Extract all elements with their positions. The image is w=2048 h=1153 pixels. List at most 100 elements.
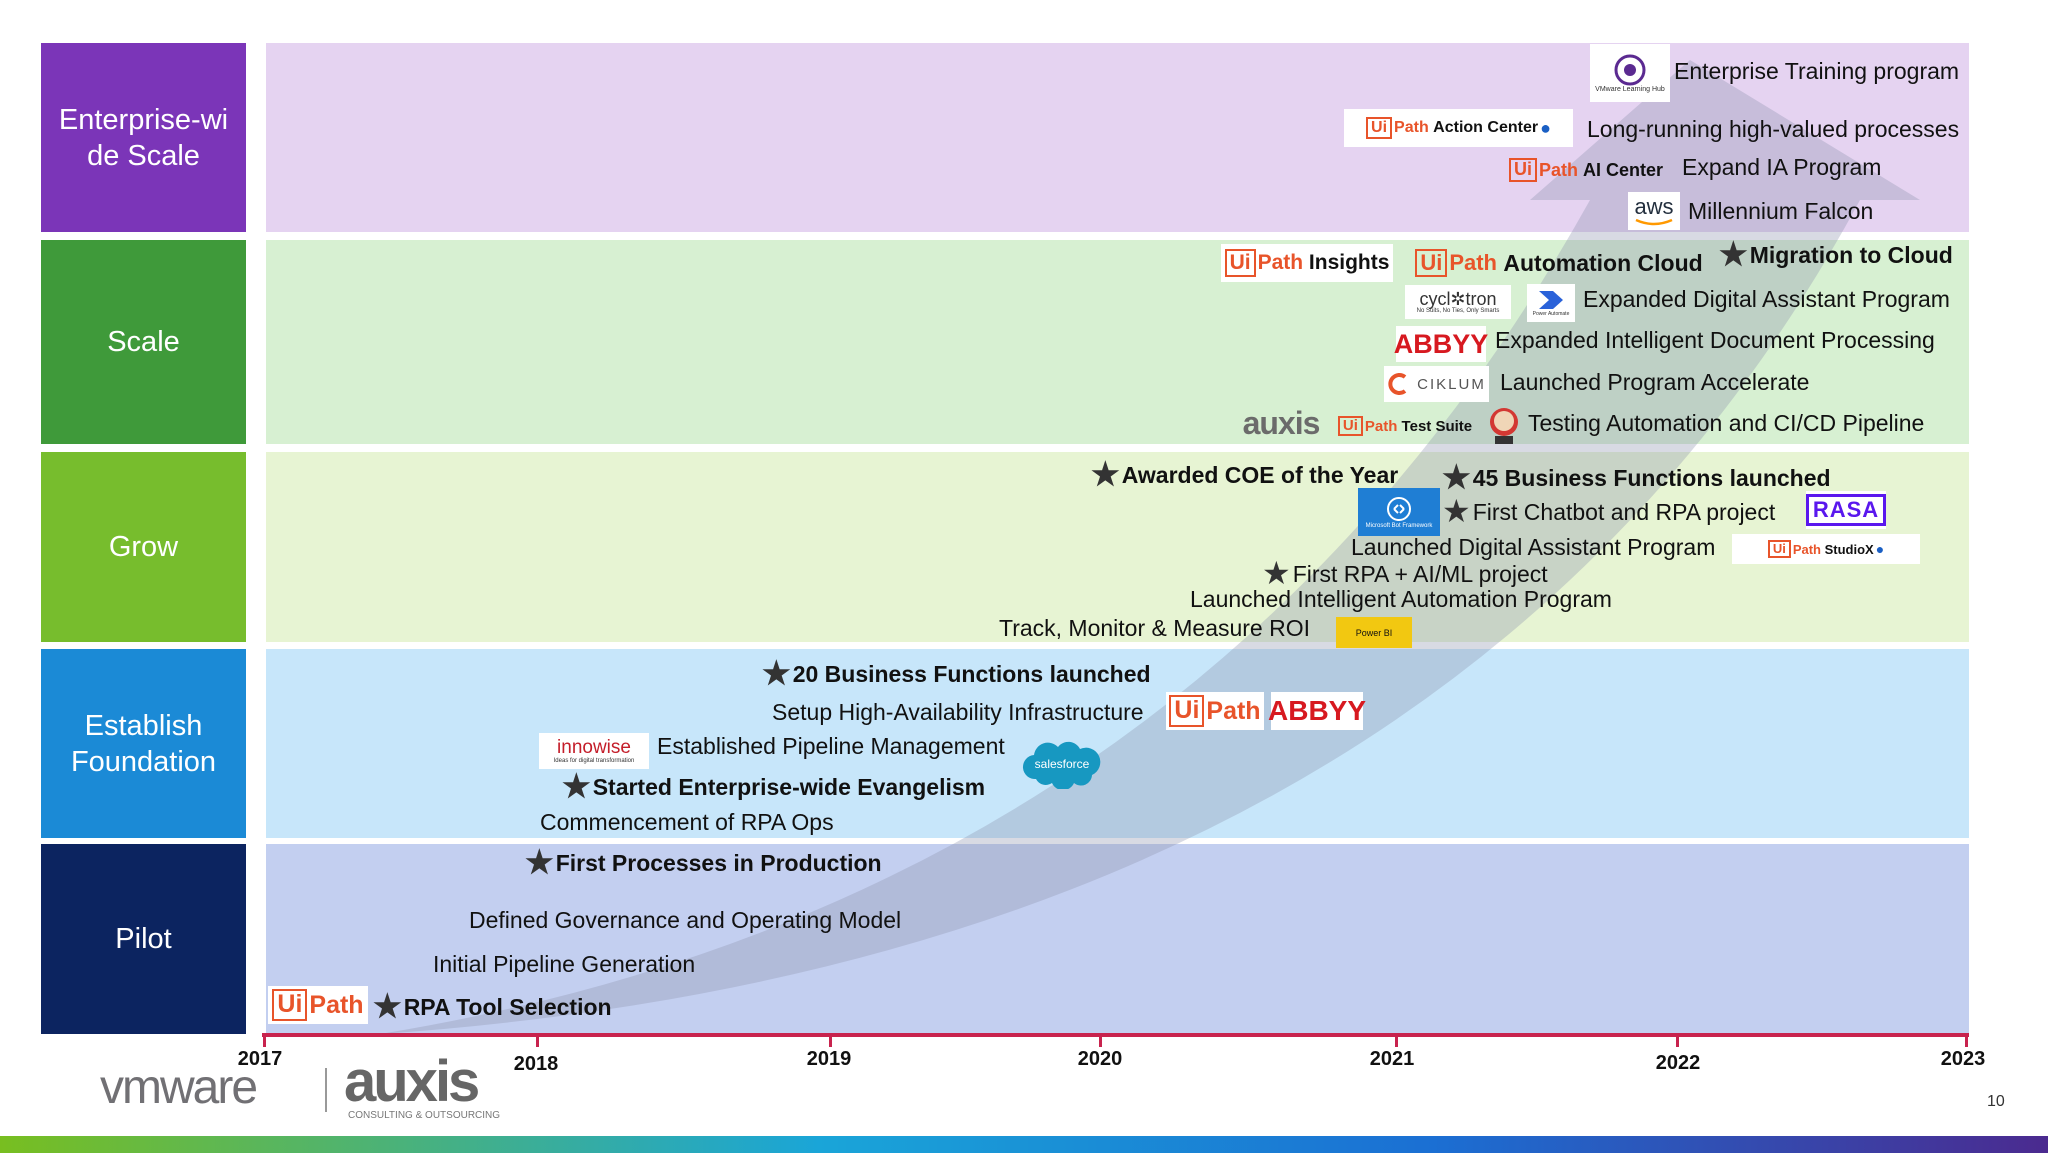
event-20-functions-text: 20 Business Functions launched — [792, 661, 1151, 687]
innowise-logo: innowise Ideas for digital transformatio… — [539, 733, 649, 769]
power-bi-word: Power BI — [1355, 627, 1393, 638]
abbyy-logo-foundation: ABBYY — [1268, 692, 1367, 730]
year-2023: 2023 — [1940, 1048, 1986, 1070]
power-automate-caption: Power Automate — [1532, 311, 1570, 317]
cyclotron-word: cycl✲tron — [1419, 289, 1497, 309]
band-enterprise — [266, 43, 1969, 232]
uipath-path-word: Path — [1792, 541, 1821, 557]
bot-framework-caption: Microsoft Bot Framework — [1365, 523, 1433, 529]
event-rpa-ops: Commencement of RPA Ops — [540, 809, 834, 835]
event-tool-selection-label: RPA Tool Selection — [403, 994, 612, 1020]
stage-pilot-label: Pilot — [41, 844, 246, 1034]
uipath-ui-mark: Ui — [272, 989, 308, 1021]
event-millennium-falcon: Millennium Falcon — [1688, 198, 1874, 224]
event-coe-award-text: Awarded COE of the Year — [1121, 462, 1399, 488]
event-expand-ia: Expand IA Program — [1682, 154, 1882, 180]
event-20-functions: ★20 Business Functions launched — [762, 657, 1151, 689]
stage-enterprise-label: Enterprise-wi de Scale — [41, 43, 246, 232]
automation-cloud-word: Automation Cloud — [1503, 249, 1703, 276]
abbyy-word: ABBYY — [1268, 695, 1367, 726]
auxis-footer-tagline: CONSULTING & OUTSOURCING — [348, 1110, 501, 1121]
event-launched-ia: Launched Intelligent Automation Program — [1190, 586, 1612, 612]
auxis-footer-word: auxis — [344, 1049, 480, 1114]
band-grow — [266, 452, 1969, 642]
event-first-aiml-text: First RPA + AI/ML project — [1292, 561, 1548, 587]
jenkins-icon — [1490, 408, 1518, 444]
aws-word: aws — [1634, 194, 1674, 219]
tick-2017 — [263, 1033, 266, 1047]
uipath-ui-mark: Ui — [1337, 415, 1363, 437]
innowise-tagline: Ideas for digital transformation — [553, 758, 635, 764]
event-45-functions-text: 45 Business Functions launched — [1472, 465, 1831, 491]
event-track-roi: Track, Monitor & Measure ROI — [999, 615, 1311, 641]
event-testing-automation: Testing Automation and CI/CD Pipeline — [1528, 410, 1925, 436]
star-icon: ★ — [1091, 456, 1120, 492]
ciklum-logo: CIKLUM — [1384, 366, 1489, 402]
robot-icon: ● — [1540, 117, 1551, 138]
uipath-ui-mark: Ui — [1767, 539, 1791, 559]
uipath-path-word: Path — [1206, 696, 1261, 725]
bot-framework-logo: Microsoft Bot Framework — [1358, 488, 1440, 536]
event-launched-da: Launched Digital Assistant Program — [1351, 534, 1716, 560]
event-tool-selection: ★UiRPA Tool Selection — [373, 990, 612, 1022]
action-center-word: Action Center — [1433, 119, 1539, 136]
insights-word: Insights — [1308, 251, 1390, 274]
event-first-processes-text: First Processes in Production — [555, 850, 882, 876]
test-suite-word: Test Suite — [1401, 417, 1473, 435]
uipath-ui-mark: Ui — [1224, 249, 1256, 277]
rasa-word: RASA — [1805, 494, 1887, 526]
page-number: 10 — [1987, 1093, 2005, 1110]
uipath-studiox-logo: Ui Path StudioX ● — [1732, 534, 1920, 564]
studiox-word: StudioX — [1824, 541, 1874, 557]
band-pilot — [266, 844, 1969, 1034]
event-first-aiml: ★First RPA + AI/ML project — [1262, 557, 1548, 589]
uipath-automation-cloud-logo: Ui Path Automation Cloud — [1407, 244, 1711, 282]
event-first-chatbot-text: First Chatbot and RPA project — [1472, 499, 1776, 525]
year-2019: 2019 — [806, 1048, 852, 1070]
uipath-insights-logo: Ui Path Insights — [1221, 244, 1393, 282]
event-launched-accelerate: Launched Program Accelerate — [1500, 369, 1810, 395]
uipath-logo-foundation: Ui Path — [1166, 692, 1264, 730]
event-coe-award: ★Awarded COE of the Year — [1091, 458, 1399, 490]
year-2017: 2017 — [237, 1048, 283, 1070]
uipath-test-suite-logo: Ui Path Test Suite — [1335, 412, 1475, 440]
tick-2020 — [1099, 1033, 1102, 1047]
tick-2019 — [829, 1033, 832, 1047]
uipath-path-word: Path — [1257, 251, 1304, 274]
uipath-ui-mark: Ui — [1366, 117, 1393, 139]
stage-establish-label: Establish Foundation — [41, 649, 246, 838]
uipath-path-word: Path — [1394, 119, 1429, 136]
star-icon: ★ — [762, 655, 791, 691]
star-icon: ★ — [1442, 459, 1471, 495]
stage-scale-label: Scale — [41, 240, 246, 444]
ciklum-word: CIKLUM — [1417, 375, 1486, 393]
event-expanded-idp: Expanded Intelligent Document Processing — [1495, 327, 1935, 353]
star-icon: ★ — [1262, 555, 1291, 591]
star-icon: ★ — [373, 988, 402, 1024]
power-bi-logo: Power BI — [1336, 617, 1412, 648]
band-scale — [266, 240, 1969, 444]
power-automate-logo: Power Automate — [1527, 284, 1575, 322]
event-enterprise-training: Enterprise Training program — [1674, 58, 1960, 84]
event-setup-ha: Setup High-Availability Infrastructure — [772, 699, 1144, 725]
uipath-path-word: Path — [1538, 159, 1578, 180]
event-45-functions: ★45 Business Functions launched — [1442, 461, 1831, 493]
ai-center-word: AI Center — [1583, 159, 1664, 180]
aws-logo: aws — [1628, 192, 1680, 230]
robot-icon: ● — [1875, 541, 1885, 557]
auxis-footer-logo: auxis CONSULTING & OUTSOURCING — [344, 1049, 504, 1124]
star-icon: ★ — [1719, 236, 1748, 272]
salesforce-word: salesforce — [1035, 757, 1090, 771]
star-icon: ★ — [562, 768, 591, 804]
cyclotron-tagline: No Suits, No Ties, Only Smarts — [1416, 308, 1500, 314]
vmware-learning-hub-logo: VMware Learning Hub — [1590, 44, 1670, 102]
event-governance: Defined Governance and Operating Model — [469, 907, 902, 933]
event-evangelism-text: Started Enterprise-wide Evangelism — [592, 774, 986, 800]
auxis-word: auxis — [1242, 404, 1321, 441]
uipath-path-word: Path — [1364, 417, 1398, 435]
event-migration-cloud: ★Migration to Cloud — [1719, 238, 1953, 270]
stage-grow-label: Grow — [41, 452, 246, 642]
year-2020: 2020 — [1077, 1048, 1123, 1070]
rasa-logo: RASA — [1805, 491, 1887, 529]
year-2021: 2021 — [1369, 1048, 1415, 1070]
